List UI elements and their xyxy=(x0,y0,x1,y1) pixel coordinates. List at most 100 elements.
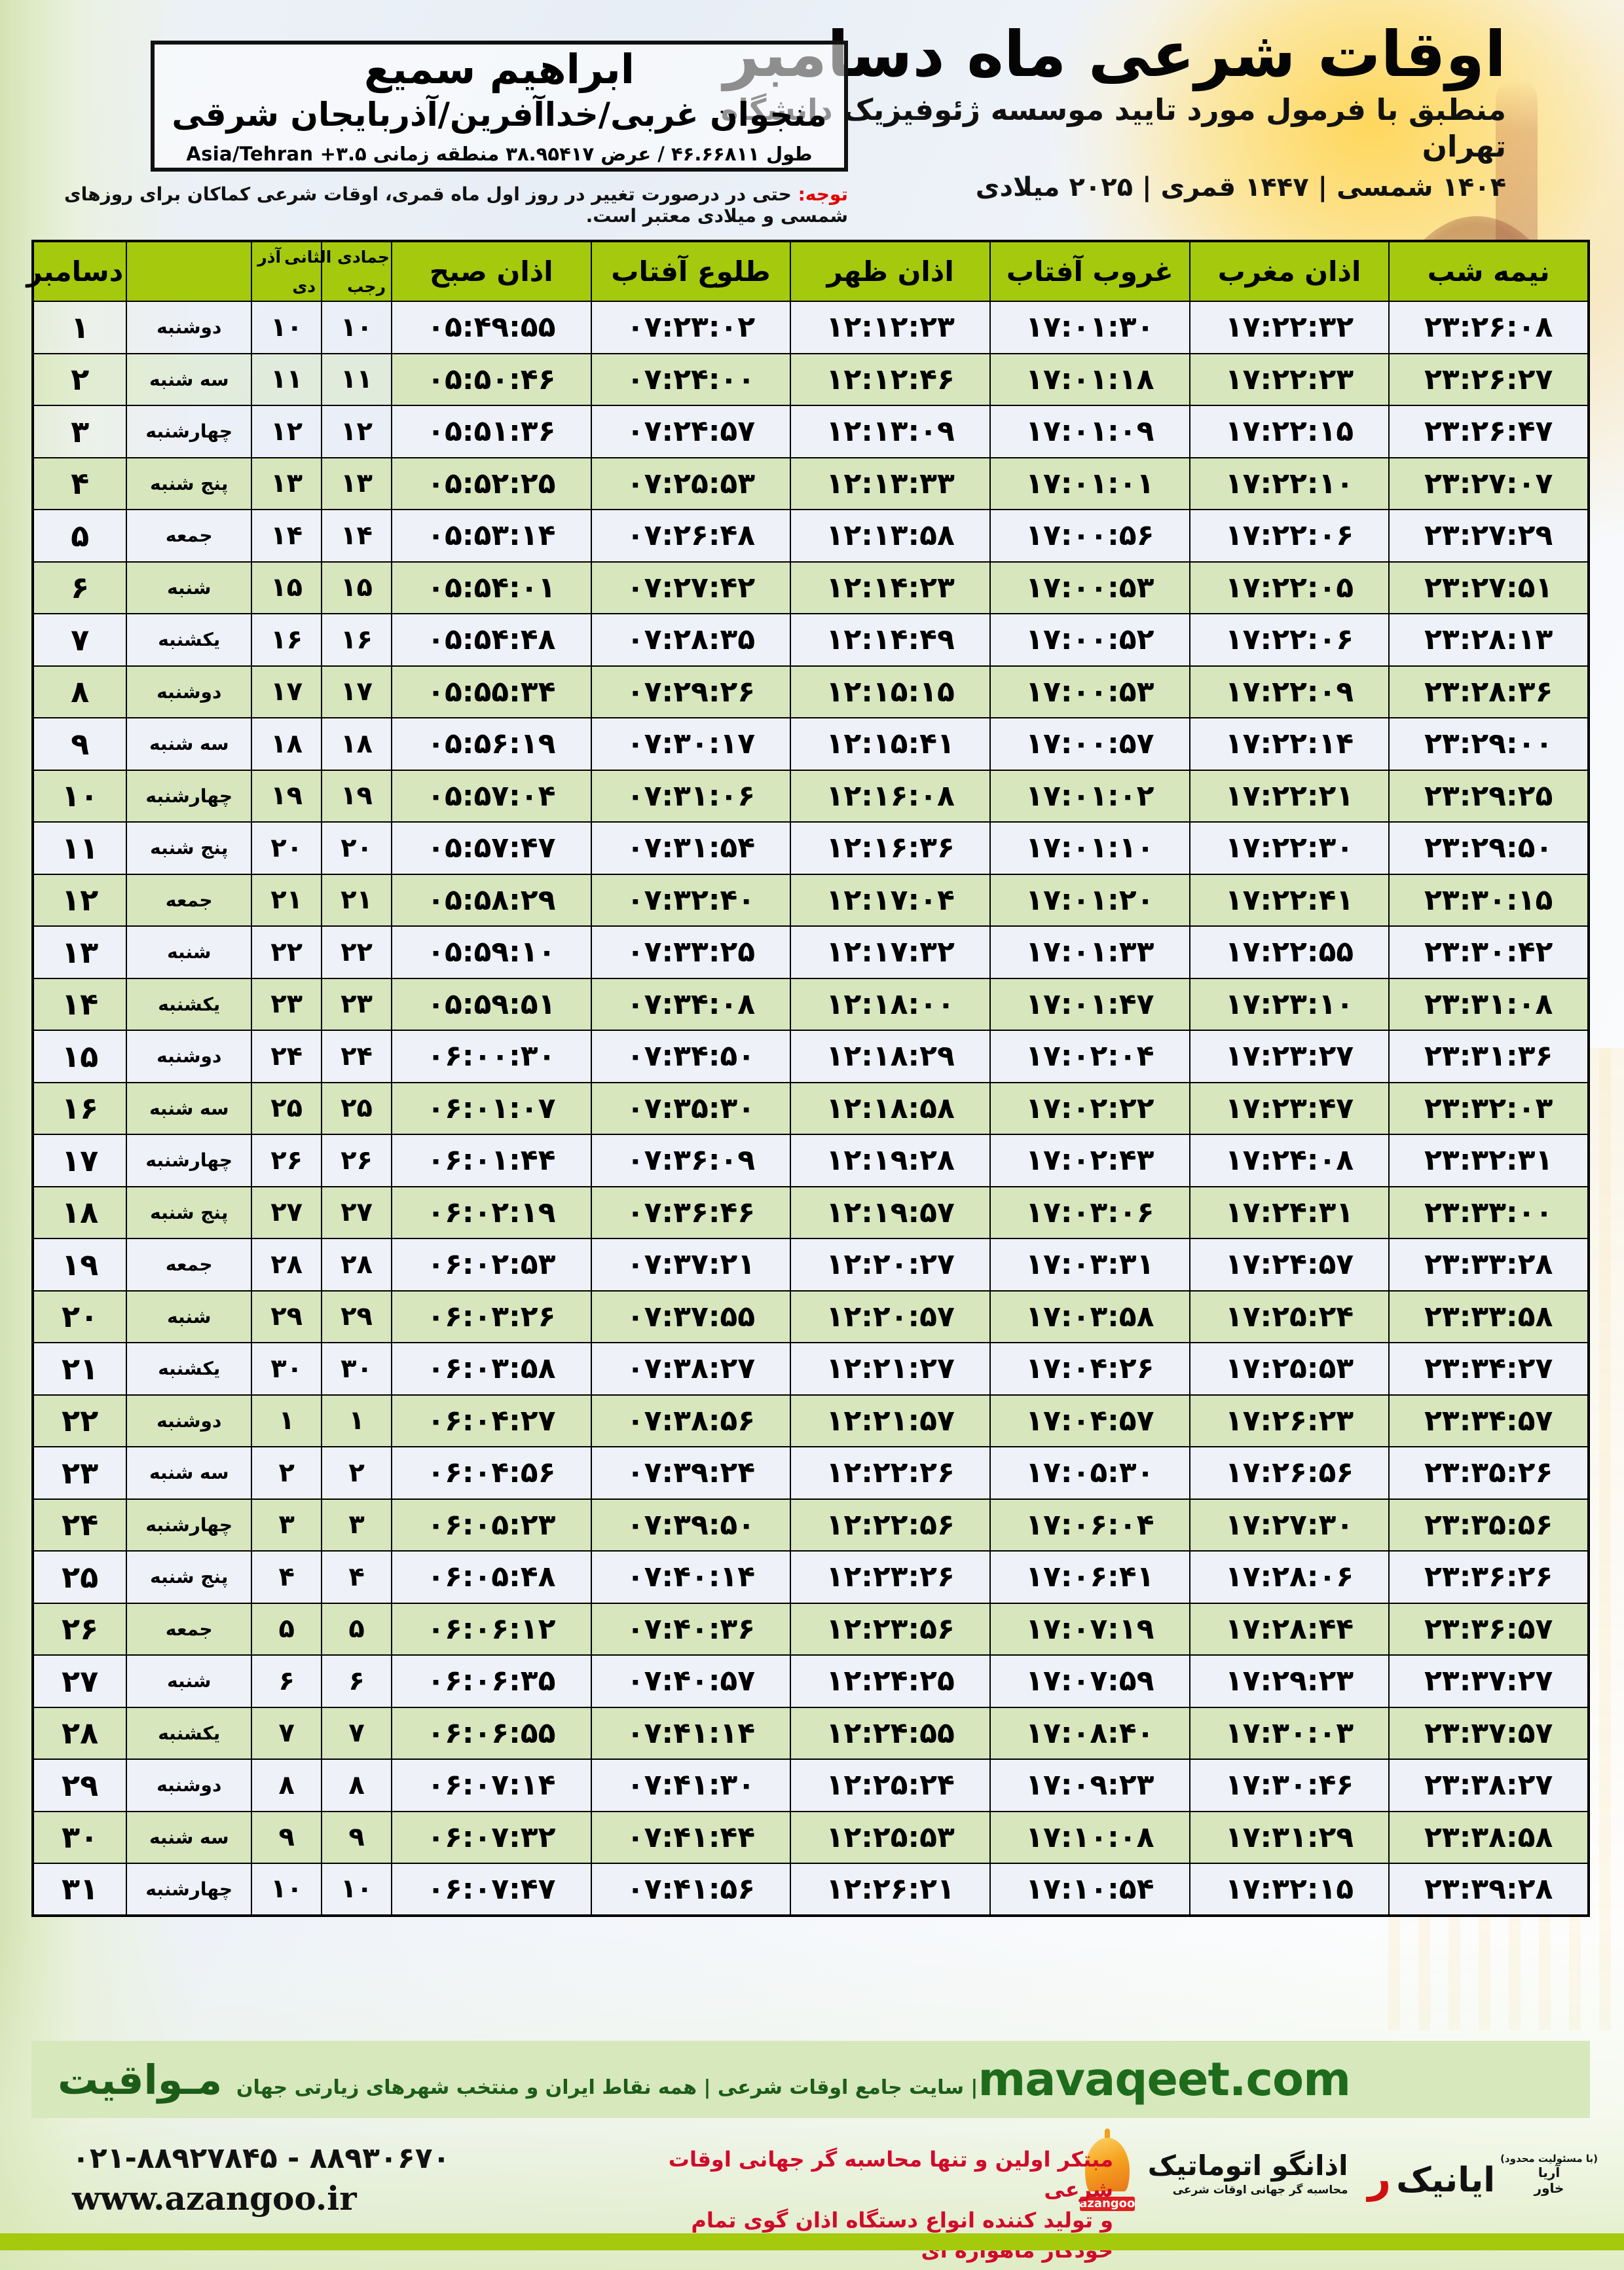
table-cell-sunset: ۱۷:۰۰:۵۲ xyxy=(989,613,1190,667)
table-cell-midnight: ۲۳:۲۹:۰۰ xyxy=(1388,717,1589,771)
table-cell-sunset: ۱۷:۰۰:۵۷ xyxy=(989,717,1190,771)
table-cell-maghrib: ۱۷:۲۶:۵۶ xyxy=(1189,1446,1390,1500)
table-cell-sunset: ۱۷:۱۰:۰۸ xyxy=(989,1810,1190,1864)
table-cell-shamsi-day: ۱۰ xyxy=(251,301,323,354)
table-cell-fajr: ۰۵:۵۰:۴۶ xyxy=(390,352,592,406)
table-cell-midnight: ۲۳:۳۵:۵۶ xyxy=(1388,1498,1589,1552)
footer-website-url[interactable]: www.azangoo.ir xyxy=(72,2179,357,2218)
table-cell-sunrise: ۰۷:۴۱:۴۴ xyxy=(590,1810,792,1864)
table-cell-qamari-day: ۱۲ xyxy=(321,405,392,458)
table-cell-midnight: ۲۳:۳۶:۵۷ xyxy=(1388,1602,1589,1656)
table-row: ۲۳:۲۹:۰۰ ۱۷:۲۲:۱۴ ۱۷:۰۰:۵۷ ۱۲:۱۵:۴۱ ۰۷:۳۰:۱۷… xyxy=(31,717,1589,771)
table-cell-fajr: ۰۶:۰۲:۵۳ xyxy=(390,1238,592,1292)
table-cell-sunrise: ۰۷:۲۴:۵۷ xyxy=(590,405,792,458)
table-cell-sunrise: ۰۷:۳۴:۰۸ xyxy=(590,977,792,1031)
table-cell-fajr: ۰۶:۰۲:۱۹ xyxy=(390,1185,592,1239)
table-cell-dhuhr: ۱۲:۲۱:۲۷ xyxy=(790,1342,991,1396)
table-cell-gregorian-day: ۲۷ xyxy=(31,1654,128,1708)
table-cell-fajr: ۰۶:۰۷:۳۲ xyxy=(390,1810,592,1864)
table-cell-sunset: ۱۷:۰۲:۲۲ xyxy=(989,1081,1190,1135)
table-cell-maghrib: ۱۷:۳۱:۲۹ xyxy=(1189,1810,1390,1864)
table-cell-shamsi-day: ۱۴ xyxy=(251,509,323,563)
table-cell-midnight: ۲۳:۳۸:۵۸ xyxy=(1388,1810,1589,1864)
header-maghrib: اذان مغرب xyxy=(1189,240,1390,302)
table-cell-qamari-day: ۱۰ xyxy=(321,301,392,354)
prayer-times-table-body: ۲۳:۲۶:۰۸ ۱۷:۲۲:۳۲ ۱۷:۰۱:۳۰ ۱۲:۱۲:۲۳ ۰۷:۲۳:۰۲… xyxy=(31,301,1589,1916)
table-cell-dhuhr: ۱۲:۱۸:۲۹ xyxy=(790,1030,991,1083)
table-cell-shamsi-day: ۴ xyxy=(251,1550,323,1604)
table-cell-weekday: جمعه xyxy=(126,1238,253,1292)
table-cell-weekday: چهارشنبه xyxy=(126,405,253,458)
table-row: ۲۳:۳۶:۵۷ ۱۷:۲۸:۴۴ ۱۷:۰۷:۱۹ ۱۲:۲۳:۵۶ ۰۷:۴۰:۳۶… xyxy=(31,1602,1589,1656)
table-cell-shamsi-day: ۲۶ xyxy=(251,1134,323,1187)
table-cell-weekday: یکشنبه xyxy=(126,613,253,667)
note-label: توجه: xyxy=(798,183,848,205)
rayanic-sub-words: (با مسئولیت محدود) آریا خاور xyxy=(1500,2153,1598,2196)
table-cell-sunset: ۱۷:۰۲:۰۴ xyxy=(989,1030,1190,1083)
table-cell-gregorian-day: ۲۰ xyxy=(31,1290,128,1343)
promo-website-url[interactable]: mavaqeet.com xyxy=(978,2053,1351,2106)
table-row: ۲۳:۳۲:۳۱ ۱۷:۲۴:۰۸ ۱۷:۰۲:۴۳ ۱۲:۱۹:۲۸ ۰۷:۳۶:۰۹… xyxy=(31,1134,1589,1187)
table-cell-shamsi-day: ۶ xyxy=(251,1654,323,1708)
table-cell-shamsi-day: ۸ xyxy=(251,1758,323,1812)
table-cell-sunset: ۱۷:۰۱:۰۹ xyxy=(989,405,1190,458)
table-cell-qamari-day: ۱۹ xyxy=(321,769,392,823)
table-row: ۲۳:۳۸:۲۷ ۱۷:۳۰:۴۶ ۱۷:۰۹:۲۳ ۱۲:۲۵:۲۴ ۰۷:۴۱:۳۰… xyxy=(31,1758,1589,1812)
table-cell-maghrib: ۱۷:۲۶:۲۳ xyxy=(1189,1394,1390,1447)
table-cell-qamari-day: ۷ xyxy=(321,1706,392,1760)
table-cell-dhuhr: ۱۲:۲۵:۲۴ xyxy=(790,1758,991,1812)
table-cell-shamsi-day: ۲۴ xyxy=(251,1030,323,1083)
header-shamsi-bot: دی xyxy=(292,276,316,296)
table-cell-weekday: سه شنبه xyxy=(126,717,253,771)
footer-contact-block: ۰۲۱-۸۸۹۲۷۸۴۵ - ۸۸۹۳۰۶۷۰ www.azangoo.ir xyxy=(72,2142,450,2218)
table-cell-sunset: ۱۷:۰۱:۱۸ xyxy=(989,352,1190,406)
table-cell-maghrib: ۱۷:۲۲:۱۰ xyxy=(1189,456,1390,510)
table-cell-gregorian-day: ۳ xyxy=(31,405,128,458)
table-cell-sunset: ۱۷:۰۰:۵۳ xyxy=(989,561,1190,614)
table-cell-midnight: ۲۳:۳۳:۵۸ xyxy=(1388,1290,1589,1343)
table-cell-qamari-day: ۱۷ xyxy=(321,665,392,718)
table-cell-gregorian-day: ۳۱ xyxy=(31,1863,128,1916)
table-cell-sunset: ۱۷:۰۱:۰۲ xyxy=(989,769,1190,823)
table-row: ۲۳:۳۷:۵۷ ۱۷:۳۰:۰۳ ۱۷:۰۸:۴۰ ۱۲:۲۴:۵۵ ۰۷:۴۱:۱۴… xyxy=(31,1706,1589,1760)
table-cell-maghrib: ۱۷:۲۵:۲۴ xyxy=(1189,1290,1390,1343)
mosque-dome-icon: azangoo xyxy=(1076,2129,1139,2211)
table-cell-dhuhr: ۱۲:۱۴:۲۳ xyxy=(790,561,991,614)
table-cell-weekday: سه شنبه xyxy=(126,1810,253,1864)
table-cell-maghrib: ۱۷:۲۳:۱۰ xyxy=(1189,977,1390,1031)
table-cell-shamsi-day: ۱۲ xyxy=(251,405,323,458)
table-cell-midnight: ۲۳:۲۹:۲۵ xyxy=(1388,769,1589,823)
table-cell-sunrise: ۰۷:۲۸:۳۵ xyxy=(590,613,792,667)
table-cell-qamari-day: ۳۰ xyxy=(321,1342,392,1396)
header-qamari-top: جمادی الثانی xyxy=(284,247,390,267)
table-cell-maghrib: ۱۷:۲۴:۵۷ xyxy=(1189,1238,1390,1292)
table-cell-maghrib: ۱۷:۳۰:۰۳ xyxy=(1189,1706,1390,1760)
table-cell-qamari-day: ۹ xyxy=(321,1810,392,1864)
table-cell-sunset: ۱۷:۰۱:۰۱ xyxy=(989,456,1190,510)
table-cell-weekday: چهارشنبه xyxy=(126,1134,253,1187)
table-cell-gregorian-day: ۵ xyxy=(31,509,128,563)
header-sunrise: طلوع آفتاب xyxy=(590,240,792,302)
table-cell-qamari-day: ۱۱ xyxy=(321,352,392,406)
table-cell-sunrise: ۰۷:۳۸:۲۷ xyxy=(590,1342,792,1396)
table-cell-gregorian-day: ۱۱ xyxy=(31,821,128,875)
table-cell-gregorian-day: ۲ xyxy=(31,352,128,406)
table-cell-shamsi-day: ۱۳ xyxy=(251,456,323,510)
table-cell-midnight: ۲۳:۲۸:۳۶ xyxy=(1388,665,1589,718)
table-cell-dhuhr: ۱۲:۲۱:۵۷ xyxy=(790,1394,991,1447)
table-cell-sunset: ۱۷:۰۶:۰۴ xyxy=(989,1498,1190,1552)
table-cell-sunset: ۱۷:۰۱:۱۰ xyxy=(989,821,1190,875)
table-cell-gregorian-day: ۷ xyxy=(31,613,128,667)
footer-phone-number[interactable]: ۰۲۱-۸۸۹۲۷۸۴۵ - ۸۸۹۳۰۶۷۰ xyxy=(72,2142,451,2175)
rayanic-name-main: ایانیک xyxy=(1396,2161,1496,2201)
table-cell-shamsi-day: ۱۹ xyxy=(251,769,323,823)
table-cell-maghrib: ۱۷:۳۲:۱۵ xyxy=(1189,1863,1390,1916)
table-cell-shamsi-day: ۲۹ xyxy=(251,1290,323,1343)
table-cell-weekday: پنج شنبه xyxy=(126,821,253,875)
table-cell-maghrib: ۱۷:۲۸:۰۶ xyxy=(1189,1550,1390,1604)
table-cell-sunrise: ۰۷:۳۰:۱۷ xyxy=(590,717,792,771)
table-cell-weekday: شنبه xyxy=(126,1654,253,1708)
table-cell-weekday: دوشنبه xyxy=(126,1030,253,1083)
header-qamari-bot: رجب xyxy=(347,276,386,296)
promo-brand-name: مـواقیت xyxy=(58,2055,223,2104)
